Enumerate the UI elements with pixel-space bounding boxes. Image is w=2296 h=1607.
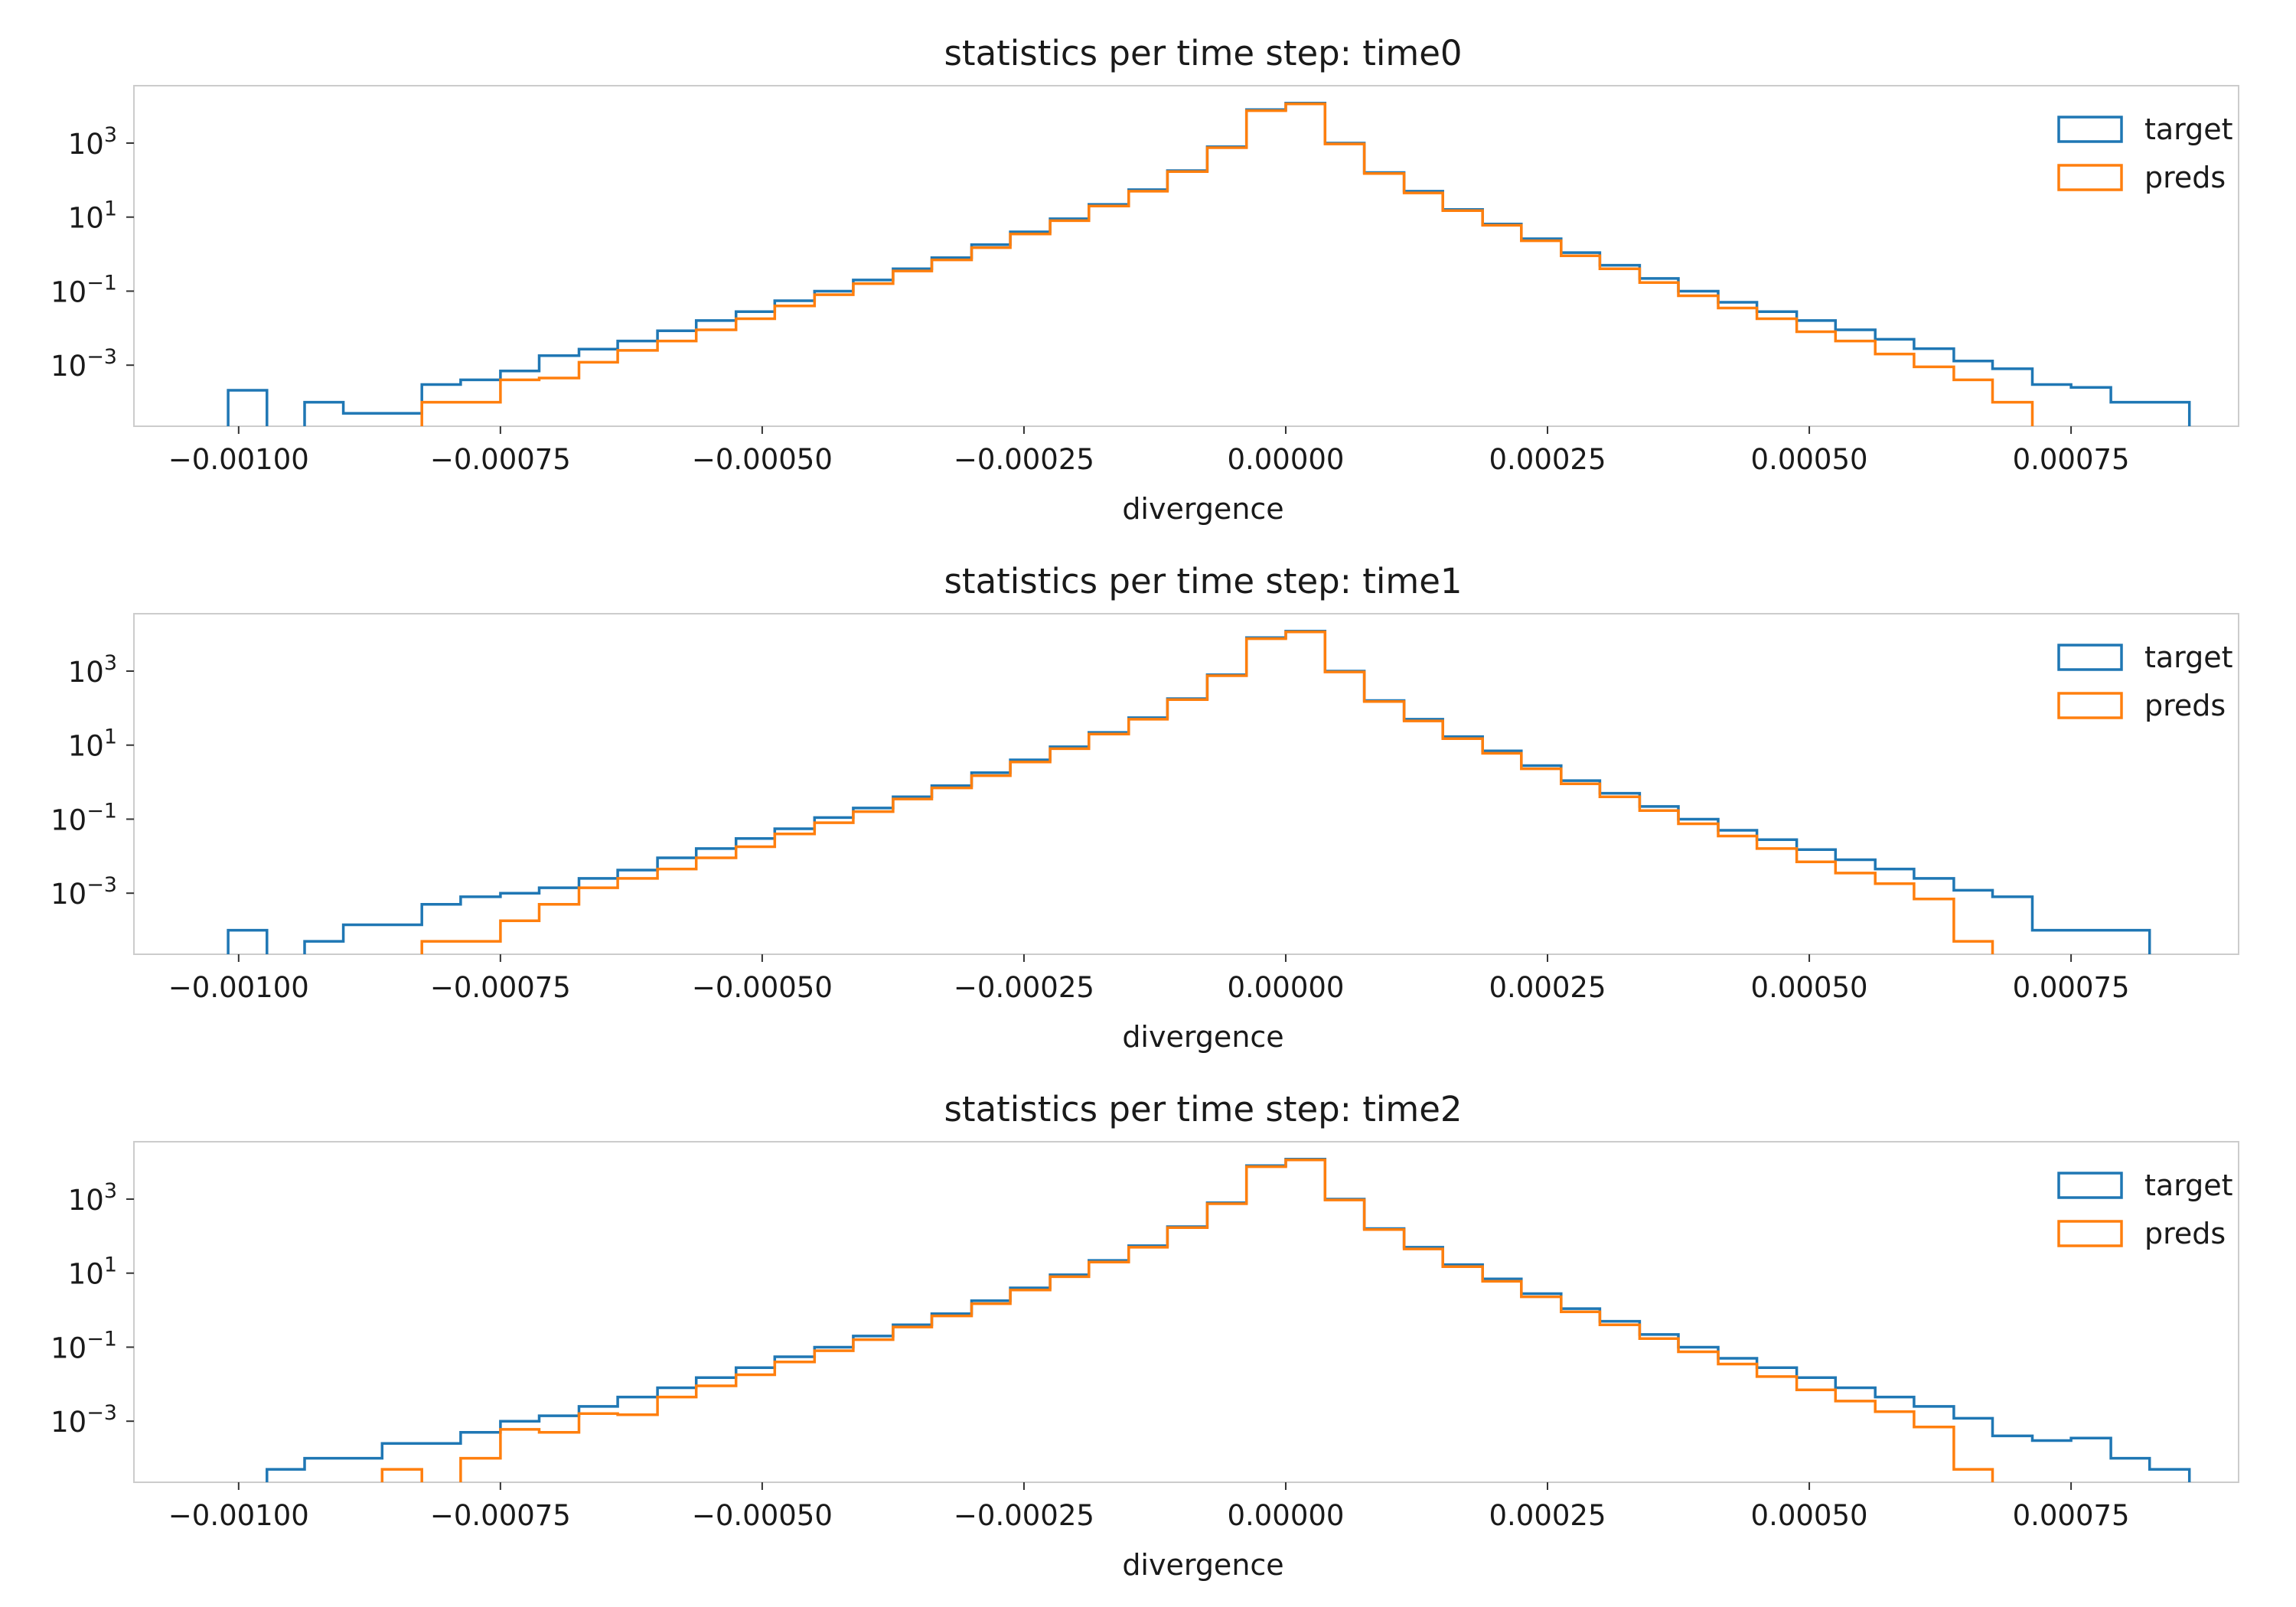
y-tick-label: 10−1 bbox=[51, 1327, 117, 1364]
chart-title: statistics per time step: time0 bbox=[944, 33, 1462, 73]
histogram-marks bbox=[227, 630, 2151, 954]
x-tick-label: −0.00050 bbox=[692, 1499, 833, 1532]
subplot-time1: statistics per time step: time1 −0.00100… bbox=[51, 561, 2239, 1054]
plot-frame bbox=[133, 613, 2239, 955]
legend: target preds bbox=[2057, 641, 2233, 722]
x-tick-label: −0.00025 bbox=[954, 443, 1094, 476]
legend-label-preds: preds bbox=[2144, 161, 2226, 194]
legend-swatch-preds bbox=[2057, 1220, 2123, 1247]
legend-label-target: target bbox=[2144, 112, 2233, 146]
chart-title: statistics per time step: time1 bbox=[944, 561, 1462, 601]
histogram-step-target bbox=[266, 1158, 2191, 1482]
x-axis-label: divergence bbox=[1122, 1020, 1283, 1054]
x-tick-label: −0.00075 bbox=[430, 1499, 571, 1532]
x-tick-label: 0.00075 bbox=[2013, 443, 2130, 476]
y-tick-label: 103 bbox=[68, 1179, 117, 1217]
x-axis-label: divergence bbox=[1122, 1548, 1283, 1582]
legend: target preds bbox=[2057, 1169, 2233, 1250]
plot-frame bbox=[133, 1141, 2239, 1483]
plot-frame bbox=[133, 85, 2239, 427]
y-axis-ticks: 103 101 10−1 10−3 bbox=[51, 651, 134, 911]
x-tick-label: 0.00075 bbox=[2013, 1499, 2130, 1532]
x-tick-label: 0.00025 bbox=[1489, 443, 1606, 476]
chart-title: statistics per time step: time2 bbox=[944, 1089, 1462, 1129]
x-tick-label: −0.00075 bbox=[430, 443, 571, 476]
x-axis-ticks: −0.00100 −0.00075 −0.00050 −0.00025 0.00000 0… bbox=[168, 954, 2130, 1004]
y-tick-label: 101 bbox=[68, 197, 117, 235]
y-tick-label: 10−1 bbox=[51, 271, 117, 308]
legend-label-target: target bbox=[2144, 641, 2233, 674]
x-tick-label: 0.00050 bbox=[1751, 971, 1868, 1004]
x-tick-label: −0.00100 bbox=[168, 1499, 309, 1532]
histogram-step-preds bbox=[459, 1158, 1994, 1482]
x-tick-label: −0.00025 bbox=[954, 971, 1094, 1004]
subplot-time0: statistics per time step: time0 −0.00100… bbox=[51, 33, 2239, 526]
legend-label-target: target bbox=[2144, 1169, 2233, 1202]
x-axis-ticks: −0.00100 −0.00075 −0.00050 −0.00025 0.00000 0… bbox=[168, 426, 2130, 476]
y-tick-label: 103 bbox=[68, 123, 117, 161]
x-tick-label: 0.00000 bbox=[1227, 1499, 1344, 1532]
legend-label-preds: preds bbox=[2144, 689, 2226, 722]
subplot-time2: statistics per time step: time2 −0.00100… bbox=[51, 1089, 2239, 1582]
legend-swatch-target bbox=[2057, 116, 2123, 143]
x-tick-label: 0.00025 bbox=[1489, 1499, 1606, 1532]
histogram-marks bbox=[227, 102, 2191, 426]
legend-swatch-preds bbox=[2057, 164, 2123, 191]
legend-label-preds: preds bbox=[2144, 1217, 2226, 1250]
legend-swatch-target bbox=[2057, 1172, 2123, 1199]
y-tick-label: 101 bbox=[68, 1253, 117, 1291]
y-axis-ticks: 103 101 10−1 10−3 bbox=[51, 123, 134, 383]
x-tick-label: 0.00000 bbox=[1227, 443, 1344, 476]
x-tick-label: −0.00050 bbox=[692, 443, 833, 476]
histogram-step-target bbox=[303, 630, 2151, 954]
y-tick-label: 10−1 bbox=[51, 799, 117, 836]
histogram-step-target bbox=[303, 102, 2191, 426]
x-tick-label: −0.00100 bbox=[168, 443, 309, 476]
histogram-marks bbox=[266, 1158, 2191, 1482]
y-axis-ticks: 103 101 10−1 10−3 bbox=[51, 1179, 134, 1439]
x-tick-label: 0.00075 bbox=[2013, 971, 2130, 1004]
histogram-step-preds bbox=[380, 1468, 423, 1482]
x-tick-label: 0.00025 bbox=[1489, 971, 1606, 1004]
histogram-step-target bbox=[227, 389, 269, 426]
y-tick-label: 10−3 bbox=[51, 345, 117, 383]
legend-swatch-target bbox=[2057, 644, 2123, 671]
x-axis-label: divergence bbox=[1122, 492, 1283, 526]
x-tick-label: 0.00050 bbox=[1751, 1499, 1868, 1532]
histogram-step-target bbox=[227, 928, 269, 954]
x-tick-label: −0.00075 bbox=[430, 971, 571, 1004]
histogram-step-preds bbox=[420, 102, 2034, 426]
legend-swatch-preds bbox=[2057, 692, 2123, 719]
x-tick-label: −0.00025 bbox=[954, 1499, 1094, 1532]
y-tick-label: 10−3 bbox=[51, 873, 117, 911]
y-tick-label: 103 bbox=[68, 651, 117, 689]
y-tick-label: 101 bbox=[68, 725, 117, 763]
histogram-step-preds bbox=[420, 630, 1994, 954]
x-tick-label: −0.00050 bbox=[692, 971, 833, 1004]
x-axis-ticks: −0.00100 −0.00075 −0.00050 −0.00025 0.00000 0… bbox=[168, 1482, 2130, 1532]
y-tick-label: 10−3 bbox=[51, 1401, 117, 1439]
legend: target preds bbox=[2057, 112, 2233, 194]
x-tick-label: −0.00100 bbox=[168, 971, 309, 1004]
x-tick-label: 0.00000 bbox=[1227, 971, 1344, 1004]
x-tick-label: 0.00050 bbox=[1751, 443, 1868, 476]
